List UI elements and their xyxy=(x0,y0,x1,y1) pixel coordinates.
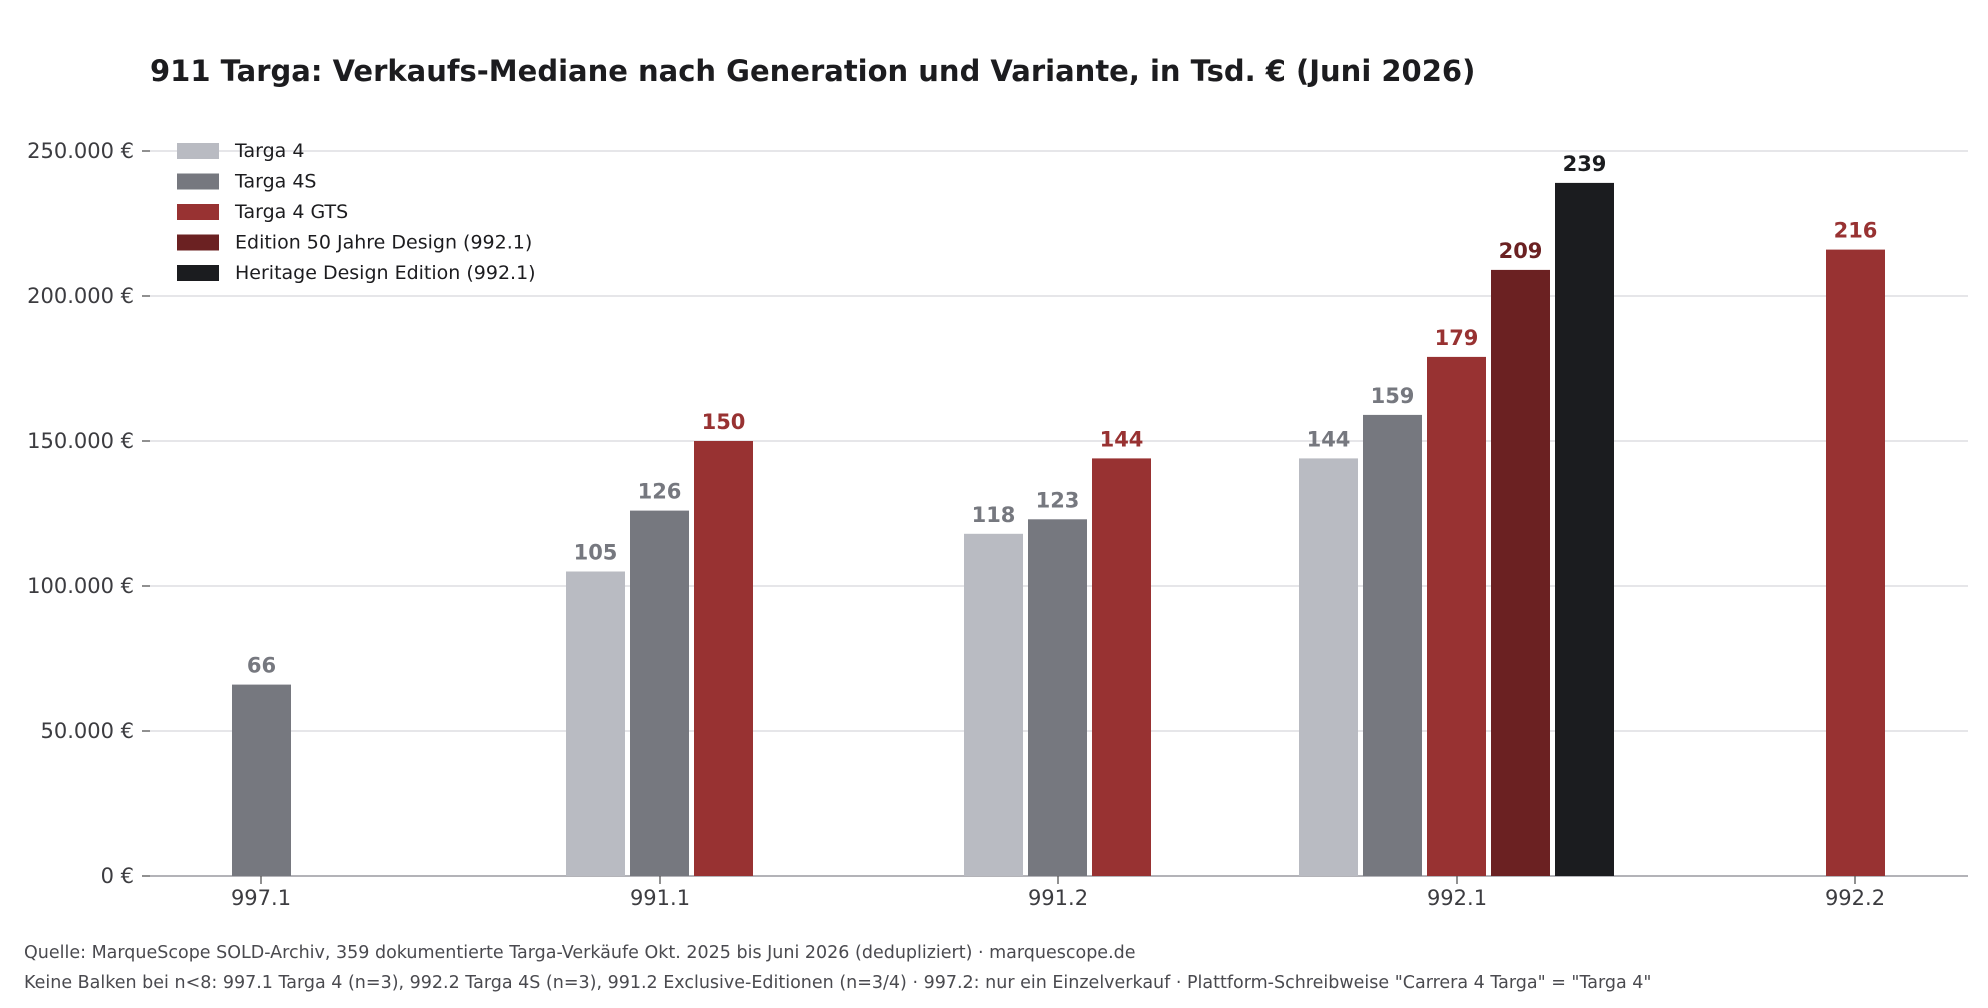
legend-label: Edition 50 Jahre Design (992.1) xyxy=(235,232,532,254)
legend-label: Targa 4S xyxy=(234,171,316,193)
exclusion-footnote: Keine Balken bei n<8: 997.1 Targa 4 (n=3… xyxy=(24,973,1652,993)
bar xyxy=(694,441,753,876)
data-label: 126 xyxy=(638,480,682,504)
bar xyxy=(1826,249,1885,877)
data-label: 118 xyxy=(972,503,1016,527)
legend-swatch xyxy=(177,265,219,281)
data-label: 123 xyxy=(1036,488,1080,512)
bar xyxy=(964,533,1023,876)
source-footnote: Quelle: MarqueScope SOLD-Archiv, 359 dok… xyxy=(24,943,1136,963)
legend-swatch xyxy=(177,204,219,220)
y-tick-label: 100.000 € xyxy=(27,574,134,598)
data-label: 150 xyxy=(702,410,746,434)
bar xyxy=(1092,458,1151,876)
bar xyxy=(232,684,291,876)
bar xyxy=(1363,414,1422,876)
bar xyxy=(1028,519,1087,876)
x-tick-label: 991.2 xyxy=(1028,886,1088,910)
data-label: 179 xyxy=(1435,326,1479,350)
data-label: 209 xyxy=(1499,239,1543,263)
data-label: 144 xyxy=(1307,427,1351,451)
x-tick-label: 992.1 xyxy=(1427,886,1487,910)
legend-label: Heritage Design Edition (992.1) xyxy=(235,262,536,284)
x-tick-label: 991.1 xyxy=(630,886,690,910)
chart-title: 911 Targa: Verkaufs-Mediane nach Generat… xyxy=(150,54,1476,88)
bar xyxy=(1299,458,1358,876)
y-tick-label: 0 € xyxy=(101,864,134,888)
y-tick-label: 150.000 € xyxy=(27,429,134,453)
data-label: 66 xyxy=(247,654,276,678)
data-label: 159 xyxy=(1371,384,1415,408)
bar xyxy=(1427,356,1486,876)
y-tick-label: 250.000 € xyxy=(27,139,134,163)
legend-label: Targa 4 GTS xyxy=(234,201,348,223)
data-label: 216 xyxy=(1834,219,1878,243)
bar xyxy=(630,510,689,876)
legend-label: Targa 4 xyxy=(234,140,304,162)
legend-swatch xyxy=(177,143,219,159)
y-tick-label: 50.000 € xyxy=(40,719,134,743)
bar xyxy=(1555,182,1614,876)
x-tick-label: 997.1 xyxy=(231,886,291,910)
bar xyxy=(1491,269,1550,876)
data-label: 105 xyxy=(574,541,618,565)
data-label: 144 xyxy=(1100,427,1144,451)
x-tick-label: 992.2 xyxy=(1825,886,1885,910)
data-label: 239 xyxy=(1563,152,1607,176)
legend-swatch xyxy=(177,173,219,190)
legend-swatch xyxy=(177,234,219,251)
bar xyxy=(566,571,625,876)
y-tick-label: 200.000 € xyxy=(27,284,134,308)
